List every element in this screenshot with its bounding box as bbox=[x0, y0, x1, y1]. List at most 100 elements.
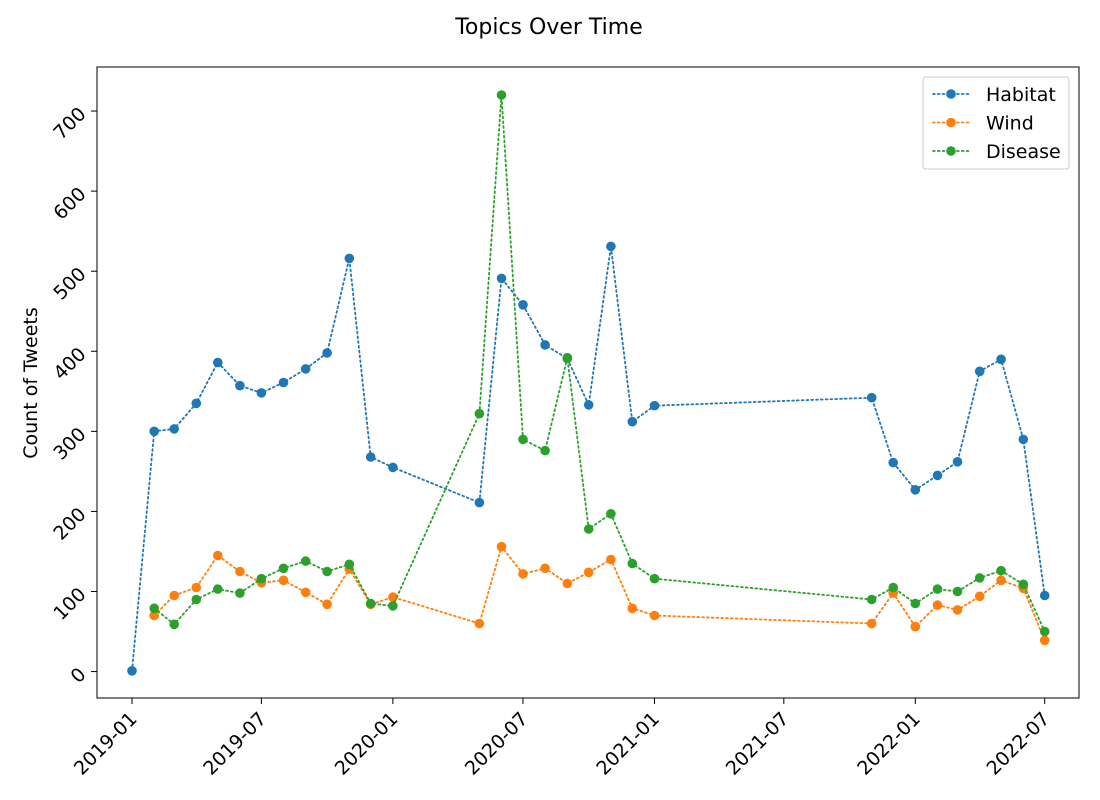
data-point bbox=[562, 578, 573, 589]
legend: Habitat Wind Disease bbox=[922, 76, 1070, 170]
data-point bbox=[932, 470, 943, 481]
data-point bbox=[540, 563, 550, 574]
legend-marker bbox=[946, 146, 956, 156]
legend-marker bbox=[946, 117, 956, 128]
data-point bbox=[583, 524, 594, 534]
data-point bbox=[540, 340, 550, 350]
legend-label: Wind bbox=[986, 113, 1034, 135]
data-point bbox=[1039, 590, 1050, 601]
x-tick-label: 2019-01 bbox=[70, 708, 142, 780]
data-point bbox=[235, 588, 245, 598]
data-point bbox=[149, 603, 159, 614]
data-point bbox=[344, 253, 355, 264]
data-point bbox=[169, 619, 179, 630]
data-point bbox=[583, 400, 594, 410]
data-point bbox=[474, 618, 485, 629]
data-point bbox=[952, 457, 963, 467]
data-point bbox=[474, 497, 485, 508]
x-tick-label: 2021-01 bbox=[592, 708, 664, 780]
data-point bbox=[1018, 579, 1029, 590]
plot-area bbox=[127, 90, 1050, 676]
data-point bbox=[278, 377, 289, 388]
data-point bbox=[365, 452, 376, 462]
data-point bbox=[910, 621, 921, 632]
series-disease bbox=[149, 90, 1050, 637]
data-point bbox=[235, 380, 245, 391]
y-axis-title: Count of Tweets bbox=[20, 307, 42, 459]
legend-box bbox=[922, 76, 1070, 170]
data-point bbox=[344, 559, 355, 570]
series-line bbox=[153, 94, 1046, 633]
data-point bbox=[866, 594, 877, 605]
data-point bbox=[235, 566, 245, 577]
data-point bbox=[952, 586, 963, 597]
data-point bbox=[974, 591, 985, 602]
data-point bbox=[191, 594, 202, 605]
x-tick-label: 2021-07 bbox=[722, 708, 794, 780]
data-point bbox=[256, 573, 267, 584]
y-tick-label: 600 bbox=[49, 183, 90, 224]
data-point bbox=[649, 610, 660, 621]
data-point bbox=[627, 416, 638, 427]
data-point bbox=[213, 550, 223, 561]
data-point bbox=[1039, 626, 1050, 637]
data-point bbox=[932, 584, 943, 594]
data-point bbox=[866, 618, 877, 629]
data-point bbox=[169, 590, 179, 601]
data-point bbox=[540, 445, 550, 456]
data-point bbox=[910, 598, 921, 609]
y-tick-label: 200 bbox=[49, 503, 90, 544]
y-axis: 0 100 200 300 400 500 600 700 bbox=[49, 103, 97, 688]
data-point bbox=[300, 587, 311, 598]
y-tick-label: 100 bbox=[49, 583, 90, 624]
series-habitat bbox=[127, 241, 1050, 676]
data-point bbox=[300, 556, 311, 566]
data-point bbox=[996, 565, 1006, 576]
data-point bbox=[627, 603, 638, 614]
data-point bbox=[627, 558, 638, 569]
data-point bbox=[191, 582, 202, 593]
data-point bbox=[518, 434, 528, 445]
data-point bbox=[278, 563, 289, 574]
data-point bbox=[996, 354, 1006, 365]
data-point bbox=[365, 598, 376, 609]
y-tick-label: 300 bbox=[49, 423, 90, 464]
data-point bbox=[606, 241, 616, 252]
data-point bbox=[300, 364, 311, 374]
data-point bbox=[496, 273, 507, 284]
data-point bbox=[256, 388, 267, 398]
data-point bbox=[649, 573, 660, 584]
data-point bbox=[866, 392, 877, 403]
data-point bbox=[191, 398, 202, 409]
data-point bbox=[127, 666, 137, 676]
data-point bbox=[974, 366, 985, 377]
data-point bbox=[888, 582, 898, 593]
data-point bbox=[149, 610, 159, 621]
legend-item-wind: Wind bbox=[932, 113, 1034, 135]
data-point bbox=[213, 357, 223, 368]
data-point bbox=[1039, 635, 1050, 646]
y-tick-label: 700 bbox=[49, 103, 90, 144]
data-point bbox=[974, 573, 985, 583]
plot-frame bbox=[96, 66, 1080, 699]
legend-item-habitat: Habitat bbox=[932, 84, 1056, 106]
data-point bbox=[474, 408, 485, 419]
x-tick-label: 2022-01 bbox=[853, 708, 925, 780]
data-point bbox=[932, 600, 943, 610]
data-point bbox=[322, 566, 332, 577]
data-point bbox=[278, 575, 289, 586]
data-point bbox=[322, 599, 332, 610]
data-point bbox=[496, 541, 507, 552]
data-point bbox=[388, 601, 398, 611]
data-point bbox=[996, 575, 1006, 586]
data-point bbox=[910, 485, 921, 495]
series-line bbox=[131, 246, 1046, 672]
data-point bbox=[606, 509, 616, 519]
data-point bbox=[1018, 434, 1029, 445]
data-point bbox=[388, 462, 398, 473]
y-tick-label: 400 bbox=[49, 343, 90, 384]
x-axis: 2019-01 2019-07 2020-01 2020-07 2021-01 2021-… bbox=[70, 698, 1054, 780]
chart-title: Topics Over Time bbox=[454, 15, 643, 40]
